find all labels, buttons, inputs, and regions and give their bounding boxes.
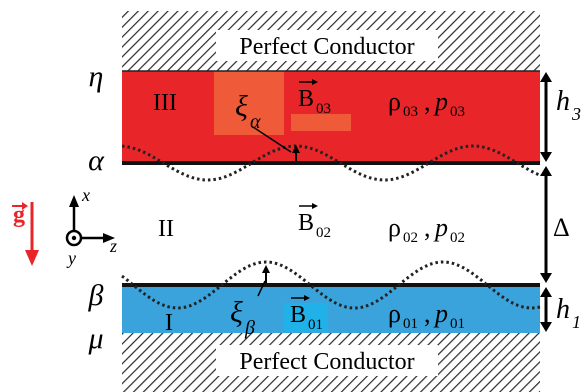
svg-text:p: p: [433, 213, 448, 242]
svg-text:ρ: ρ: [388, 213, 401, 242]
y-axis-label: y: [66, 248, 76, 268]
svg-text:B: B: [298, 86, 314, 112]
eta-label: η: [89, 60, 104, 93]
beta-perturbation-wave: [121, 260, 541, 310]
delta-dimension: Δ: [540, 166, 570, 283]
svg-text:ρ: ρ: [388, 87, 401, 116]
xi-beta-label: ξ β: [230, 296, 255, 339]
svg-text:1: 1: [572, 312, 581, 332]
svg-text:Δ: Δ: [553, 213, 570, 242]
svg-text:02: 02: [450, 230, 465, 246]
h3-dimension: h 3: [540, 72, 581, 162]
alpha-perturbation-wave: [121, 144, 541, 182]
svg-text:03: 03: [316, 101, 331, 117]
svg-text:h: h: [556, 294, 570, 325]
svg-text:01: 01: [450, 316, 465, 332]
region-ii-numeral: II: [158, 216, 174, 242]
region-i-highlight: [284, 303, 328, 332]
svg-text:01: 01: [308, 317, 323, 333]
b02-field-label: B 02: [298, 203, 331, 241]
top-conductor-label: Perfect Conductor: [239, 34, 414, 60]
gravity-indicator: g: [12, 202, 39, 266]
region-iii-highlight-small: [291, 114, 351, 131]
top-conductor-label-bg: [216, 30, 438, 61]
svg-text:p: p: [433, 87, 448, 116]
b03-field-label: B 03: [298, 79, 331, 117]
svg-text:β: β: [244, 317, 255, 339]
rho-p-01-label: ρ 01 , p 01: [388, 299, 465, 332]
region-iii-numeral: III: [153, 90, 177, 116]
svg-text:α: α: [250, 111, 261, 133]
svg-text:02: 02: [316, 225, 331, 241]
svg-text:ρ: ρ: [388, 299, 401, 328]
xi-alpha-label: ξ α: [235, 90, 261, 133]
rho-p-03-label: ρ 03 , p 03: [388, 87, 465, 120]
svg-text:01: 01: [403, 316, 418, 332]
h1-dimension: h 1: [540, 287, 581, 332]
region-i: [122, 285, 540, 333]
svg-text:,: ,: [424, 87, 431, 116]
bottom-conductor-label-bg: [216, 345, 438, 376]
coordinate-axes: x z y: [65, 185, 117, 268]
gravity-vector-tip: [22, 202, 28, 210]
region-iii-highlight: [214, 71, 284, 135]
svg-text:p: p: [433, 299, 448, 328]
svg-text:,: ,: [424, 299, 431, 328]
svg-text:03: 03: [403, 104, 418, 120]
alpha-label: α: [88, 144, 105, 177]
rho-p-02-label: ρ 02 , p 02: [388, 213, 465, 246]
mu-label: μ: [87, 322, 103, 355]
svg-text:h: h: [556, 86, 570, 117]
svg-text:ξ: ξ: [235, 90, 248, 123]
z-axis-label: z: [109, 236, 117, 256]
svg-text:02: 02: [403, 230, 418, 246]
region-i-numeral: I: [165, 310, 173, 336]
bottom-conductor-label: Perfect Conductor: [239, 349, 414, 375]
svg-text:03: 03: [450, 104, 465, 120]
svg-text:,: ,: [424, 213, 431, 242]
svg-text:B: B: [298, 210, 314, 236]
svg-text:B: B: [290, 302, 306, 328]
xi-beta-arrow: [257, 265, 270, 297]
b01-field-label: B 01: [290, 295, 323, 333]
xi-alpha-arrow: [252, 126, 300, 162]
svg-text:ξ: ξ: [230, 296, 243, 329]
beta-label: β: [88, 279, 104, 312]
x-axis-label: x: [81, 185, 90, 205]
svg-text:3: 3: [571, 104, 581, 124]
